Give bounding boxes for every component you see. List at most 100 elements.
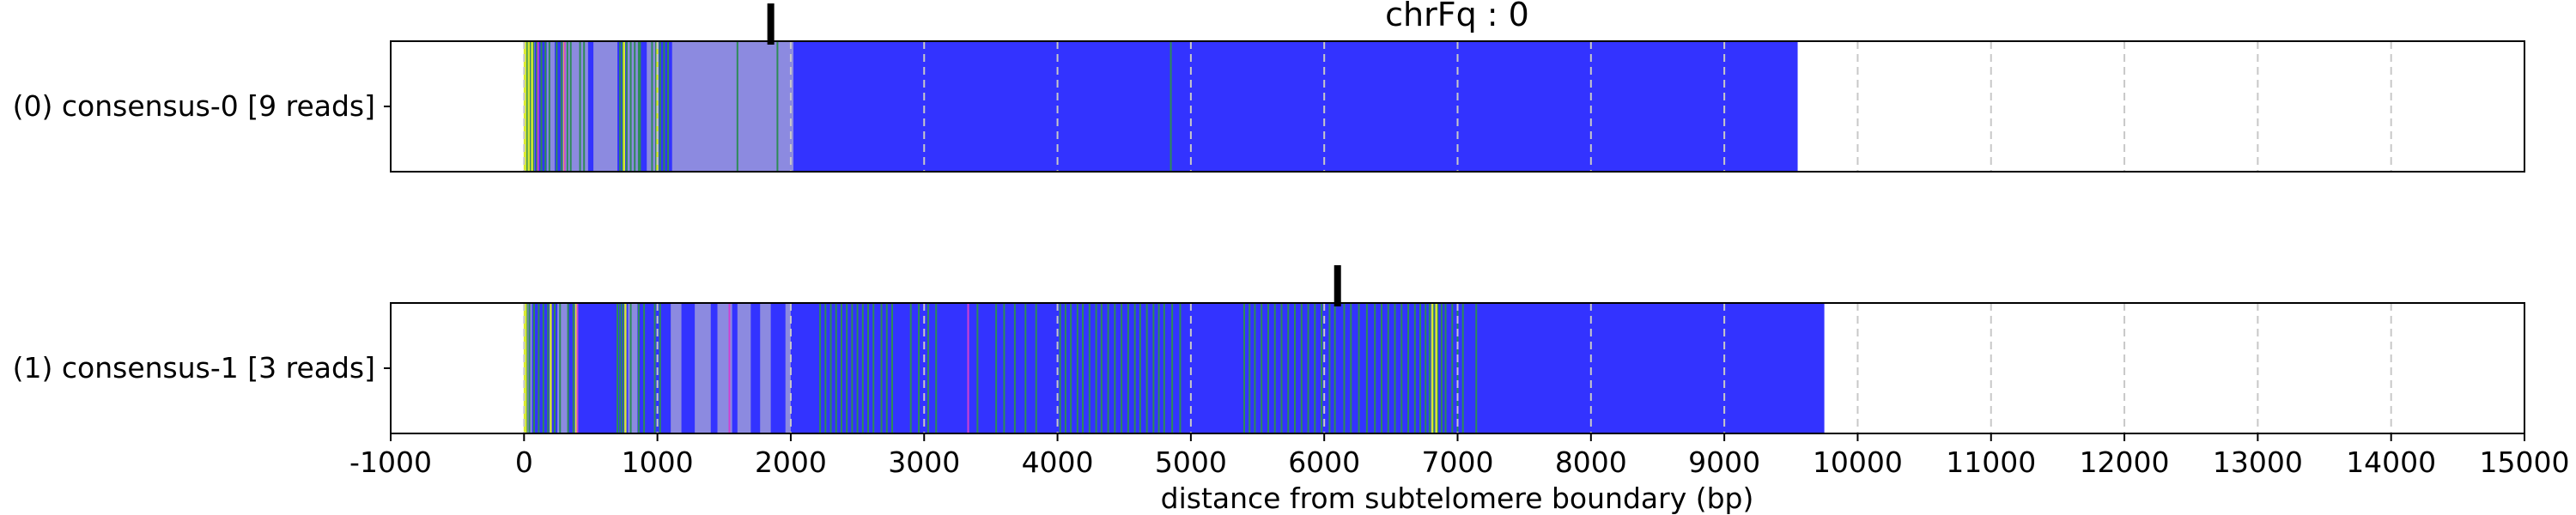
variant-line-green: [532, 41, 535, 172]
variant-line-magenta: [967, 303, 969, 433]
variant-line-green: [1035, 303, 1037, 433]
variant-line-green: [659, 303, 661, 433]
x-tick-label: 12000: [2080, 445, 2170, 479]
light-region: [546, 41, 556, 172]
variant-line-green: [625, 41, 628, 172]
variant-line-green: [1350, 303, 1352, 433]
variant-line-green: [1413, 303, 1416, 433]
variant-line-green: [1070, 303, 1072, 433]
variant-line-green: [1179, 303, 1182, 433]
variant-line-green: [861, 303, 864, 433]
variant-line-green: [918, 303, 920, 433]
variant-line-green: [528, 303, 531, 433]
variant-line-green: [776, 41, 779, 172]
variant-line-green: [1082, 303, 1084, 433]
x-tick-label: 9000: [1688, 445, 1760, 479]
variant-line-green: [542, 303, 544, 433]
variant-line-green: [1100, 303, 1103, 433]
variant-line-magenta: [576, 303, 579, 433]
x-tick-label: 0: [515, 445, 533, 479]
variant-line-green: [835, 303, 837, 433]
variant-line-green: [867, 303, 870, 433]
variant-line-green: [556, 41, 558, 172]
variant-line-green: [538, 303, 540, 433]
variant-line-green: [1407, 303, 1410, 433]
variant-line-green: [1400, 303, 1403, 433]
variant-line-green: [637, 41, 640, 172]
variant-line-green: [1461, 303, 1464, 433]
variant-line-green: [1432, 303, 1435, 433]
variant-line-green: [851, 303, 854, 433]
variant-line-green: [1444, 303, 1447, 433]
variant-line-green: [1121, 303, 1123, 433]
variant-line-yellow: [1431, 303, 1434, 433]
variant-line-green: [1425, 303, 1427, 433]
variant-line-green: [622, 41, 624, 172]
variant-line-yellow: [574, 303, 578, 433]
variant-line-green: [819, 303, 822, 433]
variant-line-green: [1064, 303, 1066, 433]
variant-line-green: [1273, 303, 1276, 433]
position-marker: [767, 3, 775, 45]
x-tick-label: 5000: [1155, 445, 1227, 479]
variant-line-green: [1145, 303, 1148, 433]
variant-line-green: [1380, 303, 1382, 433]
variant-line-yellow: [527, 41, 530, 172]
variant-line-magenta: [563, 41, 566, 172]
variant-line-green: [637, 303, 640, 433]
track-row-1: (1) consensus-1 [3 reads]: [13, 265, 2525, 434]
variant-line-green: [532, 303, 535, 433]
variant-line-yellow: [550, 303, 552, 433]
variant-line-green: [856, 303, 859, 433]
variant-line-green: [846, 303, 848, 433]
variant-line-green: [634, 41, 636, 172]
variant-line-green: [1127, 303, 1129, 433]
variant-line-green: [1088, 303, 1091, 433]
x-tick-label: 2000: [755, 445, 827, 479]
variant-line-green: [659, 41, 661, 172]
variant-line-green: [1321, 303, 1323, 433]
x-axis-label: distance from subtelomere boundary (bp): [1161, 482, 1754, 515]
x-tick-label: 14000: [2346, 445, 2436, 479]
variant-line-green: [1428, 303, 1431, 433]
variant-line-green: [1249, 303, 1251, 433]
variant-line-green: [1095, 303, 1097, 433]
variant-line-green: [976, 303, 979, 433]
variant-line-green: [536, 41, 538, 172]
variant-line-green: [736, 41, 738, 172]
variant-line-green: [530, 41, 532, 172]
chart-title: chrFq : 0: [1385, 0, 1529, 33]
x-tick-label: 6000: [1288, 445, 1360, 479]
light-region: [785, 303, 791, 433]
variant-line-green: [1314, 303, 1316, 433]
variant-line-green: [1334, 303, 1336, 433]
variant-line-green: [1003, 303, 1005, 433]
variant-line-green: [643, 303, 646, 433]
light-region: [737, 303, 751, 433]
variant-line-green: [655, 41, 658, 172]
variant-line-green: [566, 41, 568, 172]
light-region: [593, 41, 618, 172]
variant-line-green: [619, 303, 622, 433]
variant-line-green: [1024, 303, 1027, 433]
variant-line-yellow: [531, 41, 533, 172]
variant-line-green: [1261, 303, 1263, 433]
variant-line-green: [1076, 303, 1078, 433]
variant-line-green: [567, 303, 569, 433]
variant-line-green: [1133, 303, 1136, 433]
variant-line-magenta: [537, 41, 539, 172]
variant-line-green: [1267, 303, 1269, 433]
variant-line-green: [1114, 303, 1116, 433]
light-region: [524, 303, 532, 433]
x-axis: -1000 0 1000 2000 3000 4000 5000 6000 7000 8000 90…: [349, 433, 2569, 479]
variant-line-green: [1437, 303, 1439, 433]
variant-line-green: [1059, 303, 1061, 433]
light-region: [717, 303, 732, 433]
variant-line-green: [629, 303, 632, 433]
variant-line-green: [995, 303, 998, 433]
variant-line-green: [1243, 303, 1245, 433]
variant-line-green: [935, 303, 938, 433]
variant-line-yellow: [524, 41, 527, 172]
x-tick-label: 10000: [1813, 445, 1903, 479]
